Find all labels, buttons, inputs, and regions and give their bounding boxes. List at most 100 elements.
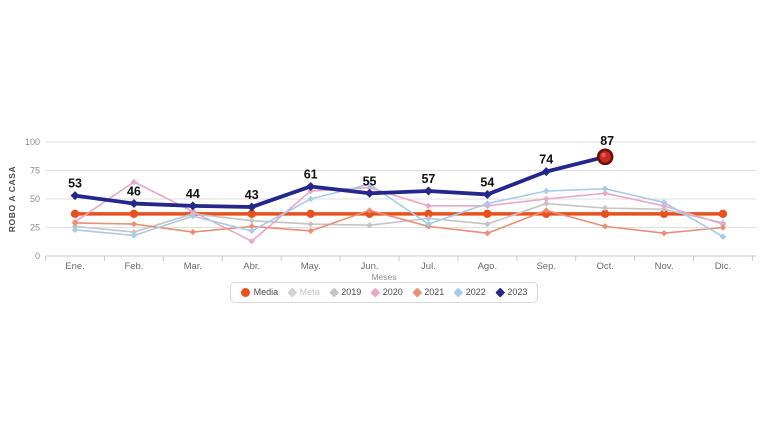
y-tick-label: 50 [30, 194, 40, 204]
data-point-marker [366, 222, 373, 229]
data-point-marker [130, 228, 138, 236]
data-point-marker [541, 167, 551, 177]
legend-item-2021[interactable]: 2021 [412, 287, 445, 298]
series-line-2023 [73, 154, 608, 209]
legend-circle-marker-media [240, 288, 250, 297]
legend-diamond-marker-2021 [412, 287, 422, 298]
legend-label-media: Media [253, 287, 279, 297]
x-axis-title: Meses [371, 272, 397, 282]
x-axis-label-abr: Abr. [243, 261, 260, 272]
y-tick-label: 25 [30, 223, 40, 233]
data-point-marker [130, 220, 138, 228]
data-point-marker [247, 209, 256, 219]
data-point-marker [543, 207, 550, 214]
series-media [70, 209, 728, 219]
data-point-marker [130, 178, 138, 186]
data-label-mar: 44 [186, 187, 200, 201]
legend-item-2020[interactable]: 2020 [370, 287, 403, 298]
data-point-marker [659, 209, 669, 219]
data-point-marker [306, 209, 315, 219]
data-point-marker [600, 209, 610, 219]
data-label-jul: 57 [421, 172, 435, 186]
data-point-marker [719, 220, 727, 228]
data-point-marker [365, 188, 375, 198]
legend-item-2022[interactable]: 2022 [453, 287, 486, 298]
series-line-2022 [74, 183, 724, 238]
y-tick-label: 100 [25, 137, 40, 147]
current-point-bullet[interactable] [596, 148, 614, 166]
data-point-marker [189, 208, 197, 215]
y-tick-label: 75 [30, 166, 40, 176]
data-point-marker [543, 200, 550, 207]
data-point-marker [660, 199, 668, 206]
y-tick-label: 0 [35, 251, 40, 261]
legend-item-meta[interactable]: Meta [287, 287, 320, 298]
x-axis-label-ene: Ene. [65, 261, 85, 272]
data-point-marker [601, 185, 609, 192]
x-axis-label-may: May. [301, 261, 321, 272]
legend-label-2021: 2021 [424, 287, 445, 297]
legend-diamond-marker-2022 [453, 287, 464, 298]
series-2019 [71, 200, 727, 236]
data-point-marker [71, 226, 79, 233]
data-point-marker [307, 227, 314, 235]
data-point-marker [307, 220, 314, 228]
data-point-marker [425, 202, 432, 210]
x-axis-label-oct: Oct. [596, 261, 613, 272]
data-point-marker [482, 189, 492, 199]
data-point-marker [248, 223, 255, 230]
data-point-marker [248, 217, 255, 224]
data-point-marker [601, 190, 609, 197]
legend-label-2019: 2019 [341, 287, 362, 297]
legend-box: Media Meta 2019 2020 2021 2022 2023 [229, 282, 539, 303]
data-point-marker [601, 223, 609, 230]
legend-label-2023: 2023 [507, 287, 528, 297]
data-label-jun: 55 [363, 174, 377, 188]
data-label-ene: 53 [68, 177, 82, 191]
data-point-marker [425, 215, 432, 222]
data-point-marker [719, 233, 727, 240]
x-axis-label-ago: Ago. [478, 261, 498, 272]
x-axis-ticks [45, 256, 753, 261]
legend-item-2019[interactable]: 2019 [329, 287, 362, 298]
data-point-marker [484, 220, 491, 228]
series-line-2019 [74, 202, 724, 233]
data-point-marker [129, 199, 139, 209]
data-point-marker [719, 224, 727, 231]
data-point-marker [129, 209, 139, 219]
data-point-marker [248, 237, 255, 245]
x-axis-label-jul: Jul. [421, 261, 436, 272]
data-point-marker [423, 186, 433, 196]
data-point-marker [660, 206, 668, 213]
legend-item-2023[interactable]: 2023 [495, 287, 528, 298]
data-point-marker [130, 232, 138, 239]
data-point-marker [484, 230, 491, 237]
x-axis-label-jun: Jun. [361, 261, 379, 272]
data-point-marker [425, 220, 432, 228]
y-axis-title: ROBO A CASA [7, 166, 17, 232]
legend-label-2022: 2022 [465, 287, 486, 297]
x-axis-label-sep: Sep. [536, 261, 556, 272]
data-point-marker [366, 180, 373, 188]
data-point-marker [189, 228, 197, 236]
legend-label-meta: Meta [299, 287, 320, 297]
data-point-marker [543, 187, 550, 195]
data-point-marker [188, 201, 198, 211]
x-axis-label-dic: Dic. [715, 261, 731, 272]
data-point-marker [307, 195, 314, 203]
data-point-marker [718, 209, 728, 219]
data-point-marker [483, 209, 492, 219]
legend-diamond-marker-2023 [495, 287, 505, 298]
series-2023 [70, 148, 614, 212]
series-2020 [71, 178, 727, 245]
data-point-marker [70, 191, 80, 201]
data-point-marker [247, 202, 257, 212]
data-label-sep: 74 [539, 153, 553, 167]
legend-item-media[interactable]: Media [240, 287, 279, 297]
data-point-marker [307, 187, 314, 195]
bullet-highlight [601, 152, 606, 158]
series-2021 [71, 207, 727, 237]
data-label-abr: 43 [245, 188, 259, 202]
legend-label-2020: 2020 [382, 287, 403, 297]
